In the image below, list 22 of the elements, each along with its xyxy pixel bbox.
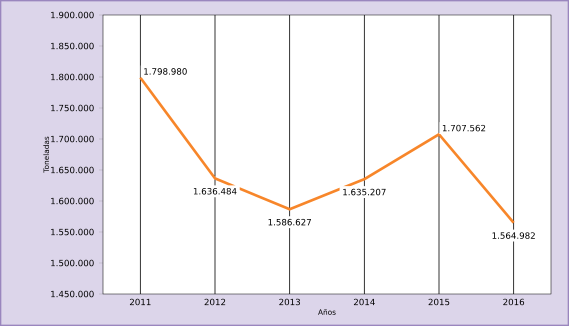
data-label: 1.564.982	[492, 232, 535, 239]
y-tick-label: 1.550.000	[51, 228, 94, 236]
y-tick-label: 1.700.000	[51, 136, 94, 142]
y-tick-label: 1.850.000	[51, 42, 94, 50]
y-tick-label: 1.500.000	[51, 260, 94, 266]
data-label: 1.798.980	[144, 68, 187, 75]
x-tick-label: 2012	[204, 298, 226, 306]
x-tick-label: 2013	[279, 298, 300, 306]
data-label: 1.635.207	[343, 188, 386, 196]
x-tick-label: 2014	[354, 298, 375, 306]
y-tick-label: 1.450.000	[51, 290, 94, 298]
x-tick-label: 2011	[130, 298, 151, 306]
data-label: 1.636.484	[194, 188, 237, 195]
y-tick-label: 1.600.000	[51, 198, 94, 204]
x-tick-label: 2016	[503, 298, 524, 306]
data-label: 1.707.562	[442, 124, 486, 132]
y-tick-label: 1.900.000	[51, 12, 94, 18]
y-tick-label: 1.650.000	[51, 166, 94, 174]
y-tick-label: 1.800.000	[51, 74, 94, 80]
x-tick-label: 2015	[428, 298, 450, 306]
data-label: 1.586.627	[268, 218, 311, 226]
y-tick-label: 1.750.000	[51, 104, 94, 112]
